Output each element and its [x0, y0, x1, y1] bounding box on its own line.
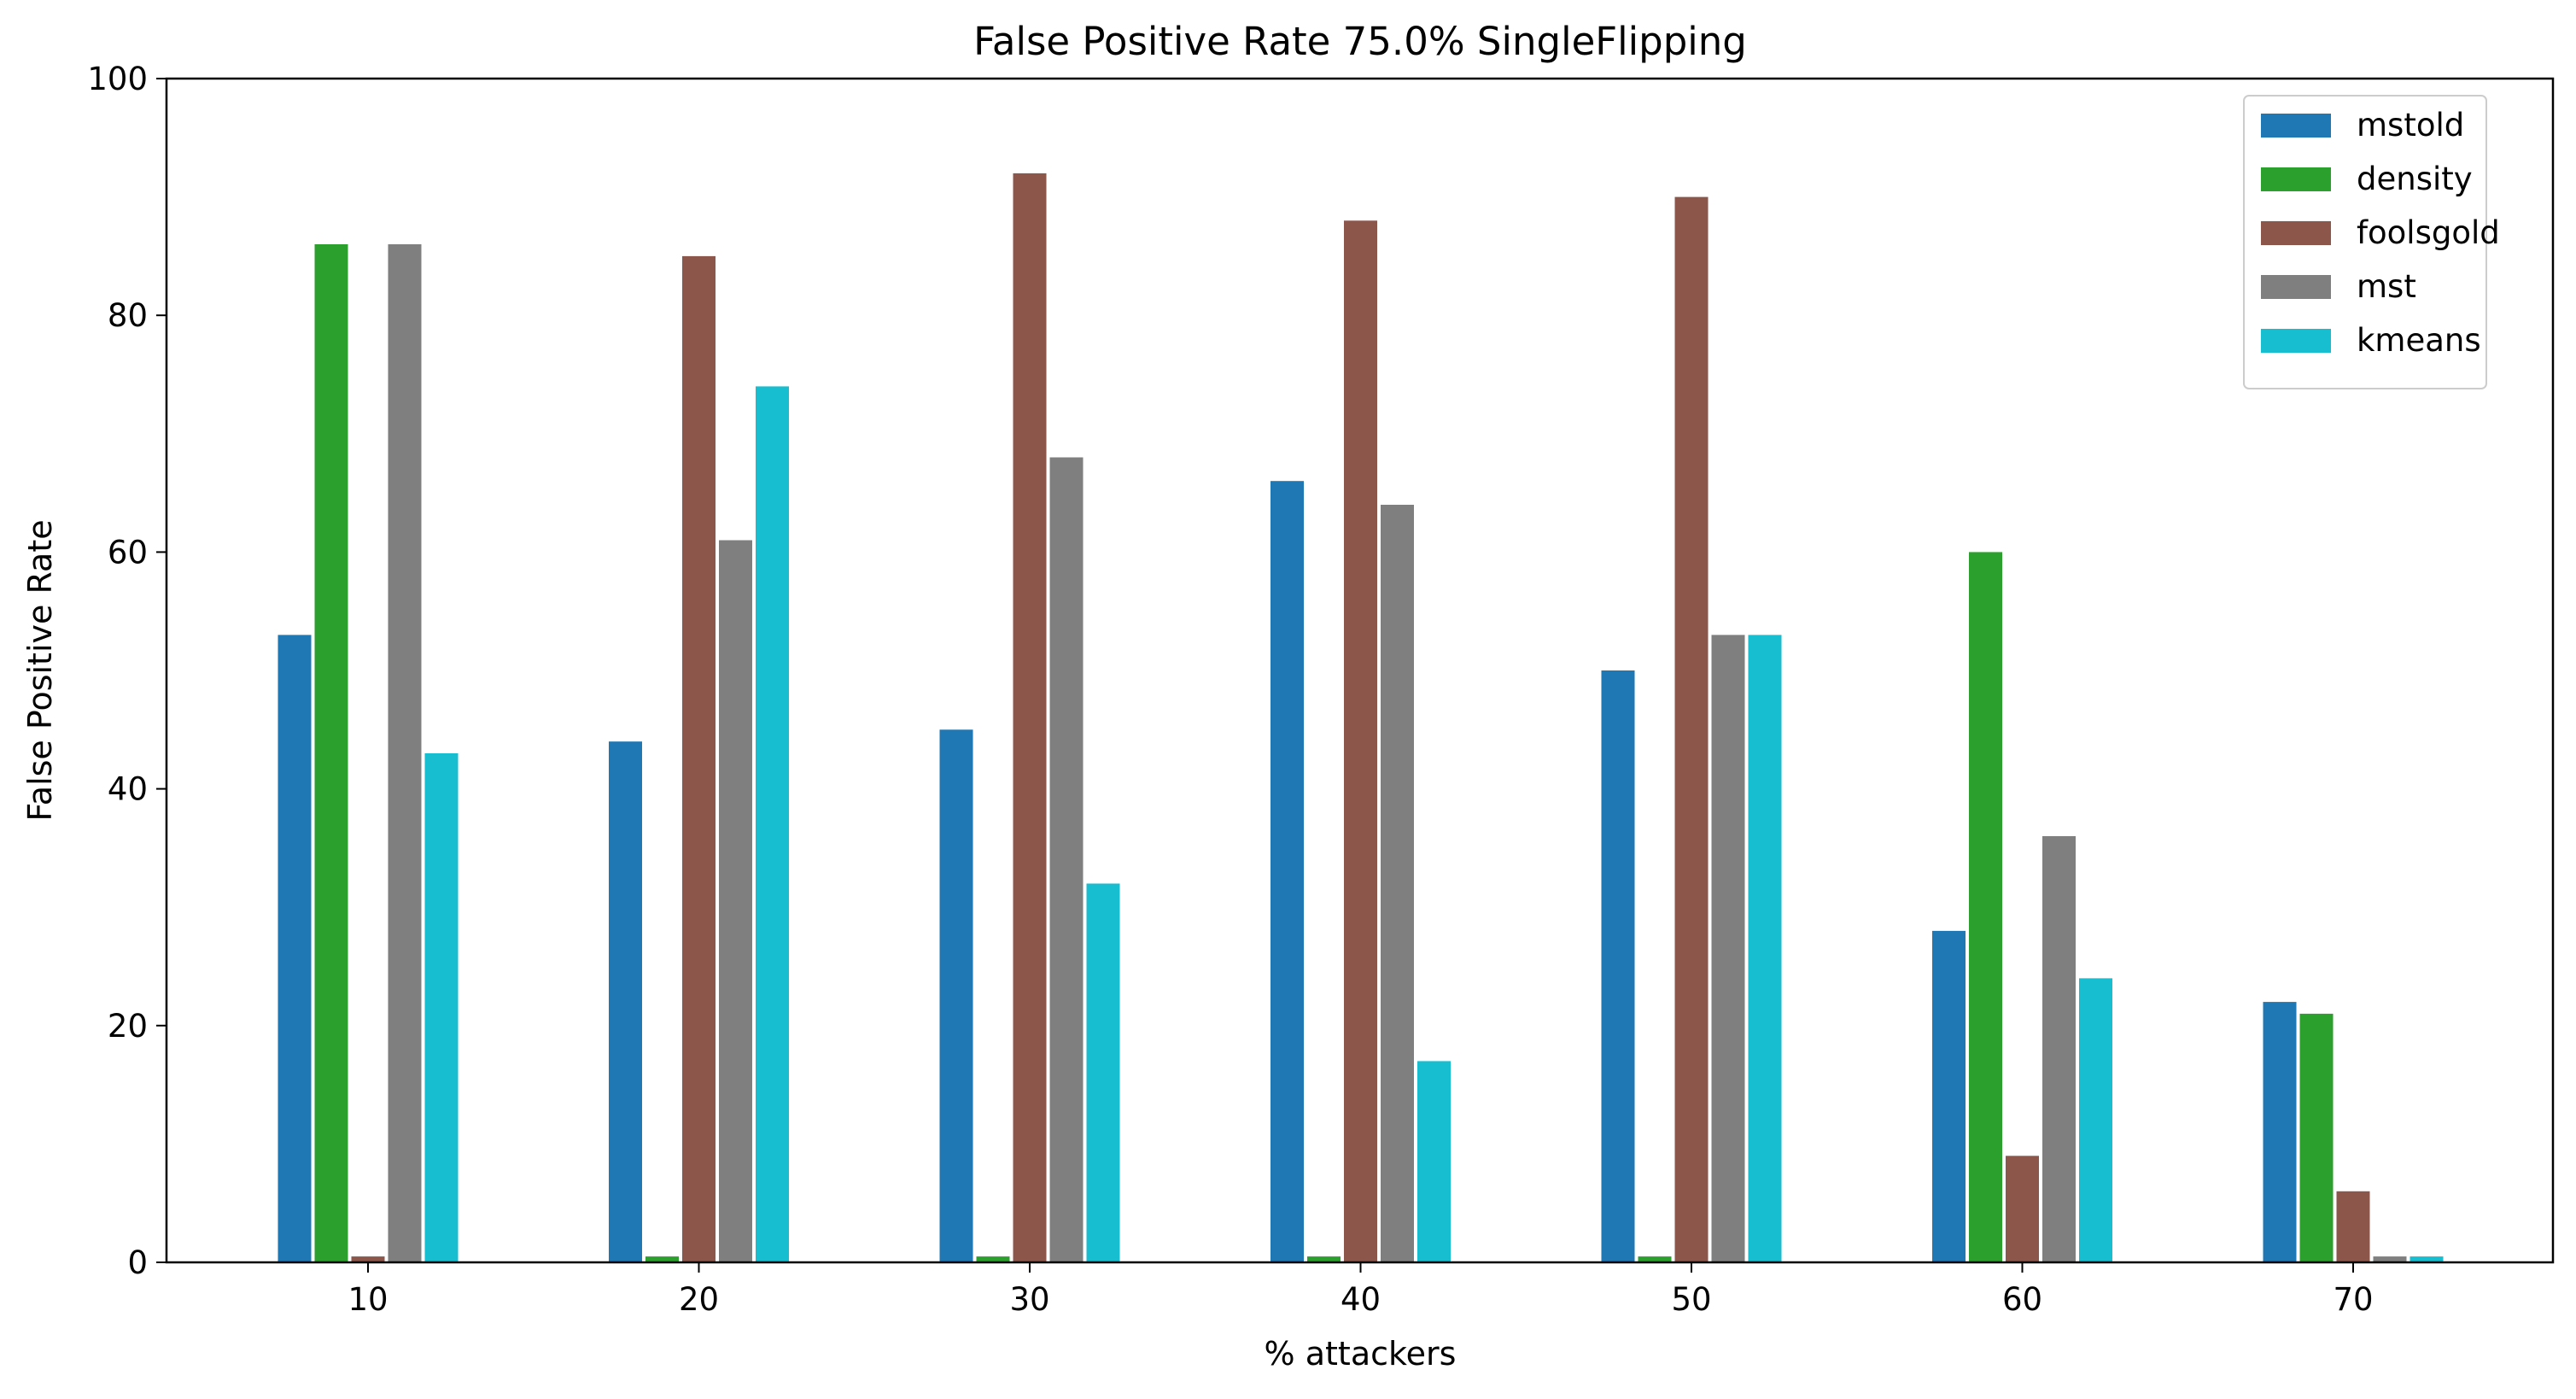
- bar-foolsgold-70: [2336, 1191, 2370, 1262]
- y-axis-label: False Positive Rate: [21, 519, 59, 821]
- bar-foolsgold-10: [351, 1256, 385, 1262]
- bar-foolsgold-40: [1344, 220, 1377, 1262]
- y-tick-label: 60: [108, 534, 148, 571]
- legend-label-mst: mst: [2357, 268, 2416, 305]
- x-axis-ticks: 10 20 30 40 50 60 70: [348, 1262, 2374, 1318]
- bar-mst-10: [388, 244, 422, 1262]
- y-tick-label: 100: [87, 61, 148, 97]
- legend-label-foolsgold: foolsgold: [2357, 214, 2500, 251]
- legend-label-kmeans: kmeans: [2357, 322, 2481, 359]
- legend-swatch-mst: [2261, 275, 2331, 299]
- y-tick-label: 20: [108, 1008, 148, 1045]
- bar-mst-40: [1381, 505, 1414, 1262]
- bar-mstold-10: [277, 635, 312, 1262]
- bar-mstold-60: [1932, 930, 1966, 1262]
- bar-density-60: [1969, 552, 2002, 1262]
- y-tick-label: 40: [108, 771, 148, 808]
- bar-mst-20: [719, 540, 752, 1262]
- y-tick-label: 80: [108, 297, 148, 334]
- bar-kmeans-50: [1748, 635, 1782, 1262]
- bar-foolsgold-50: [1674, 196, 1709, 1263]
- bar-mstold-30: [939, 729, 973, 1262]
- bar-mstold-20: [609, 741, 642, 1262]
- bar-density-40: [1307, 1256, 1341, 1262]
- bar-foolsgold-20: [682, 255, 716, 1262]
- x-axis-label: % attackers: [1265, 1335, 1457, 1373]
- bar-mstold-50: [1601, 670, 1635, 1262]
- chart-title: False Positive Rate 75.0% SingleFlipping: [973, 19, 1747, 64]
- bar-density-20: [645, 1256, 679, 1262]
- bar-mstold-70: [2263, 1002, 2297, 1262]
- bar-kmeans-20: [756, 386, 789, 1262]
- legend-swatch-density: [2261, 167, 2331, 191]
- bar-mst-70: [2373, 1256, 2407, 1262]
- x-tick-label: 20: [679, 1281, 719, 1318]
- x-tick-label: 40: [1341, 1281, 1381, 1318]
- bars-group: [277, 173, 2444, 1263]
- bar-density-70: [2299, 1013, 2334, 1262]
- x-tick-label: 50: [1671, 1281, 1711, 1318]
- bar-mstold-40: [1270, 481, 1304, 1262]
- y-axis-ticks: 0 20 40 60 80 100: [87, 61, 166, 1281]
- legend-label-density: density: [2357, 161, 2473, 197]
- legend-swatch-kmeans: [2261, 329, 2331, 353]
- legend-label-mstold: mstold: [2357, 107, 2464, 143]
- bar-density-10: [314, 244, 348, 1262]
- y-tick-label: 0: [127, 1244, 148, 1281]
- bar-foolsgold-30: [1013, 173, 1047, 1262]
- x-tick-label: 10: [348, 1281, 388, 1318]
- bar-kmeans-60: [2079, 978, 2112, 1262]
- bar-density-30: [976, 1256, 1010, 1262]
- bar-kmeans-30: [1086, 883, 1120, 1262]
- x-tick-label: 60: [2002, 1281, 2042, 1318]
- bar-mst-50: [1711, 635, 1745, 1262]
- x-tick-label: 30: [1009, 1281, 1049, 1318]
- legend-swatch-foolsgold: [2261, 221, 2331, 245]
- bar-kmeans-40: [1417, 1061, 1451, 1262]
- bar-kmeans-70: [2410, 1256, 2444, 1262]
- legend-swatch-mstold: [2261, 114, 2331, 138]
- bar-kmeans-10: [424, 753, 459, 1262]
- legend: mstold density foolsgold mst kmeans: [2243, 95, 2500, 389]
- bar-density-50: [1638, 1256, 1672, 1262]
- bar-foolsgold-60: [2006, 1156, 2039, 1262]
- bar-mst-30: [1049, 457, 1084, 1262]
- x-tick-label: 70: [2333, 1281, 2373, 1318]
- bar-mst-60: [2042, 836, 2076, 1262]
